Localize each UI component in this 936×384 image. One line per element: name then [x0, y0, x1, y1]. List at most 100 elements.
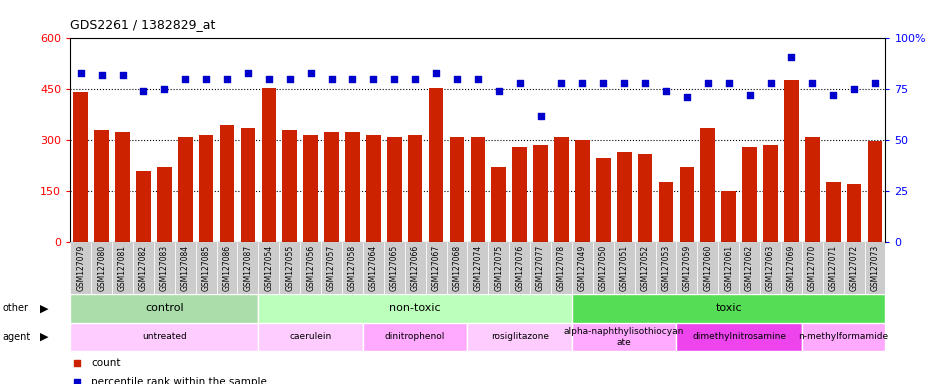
- Point: [867, 80, 882, 86]
- Bar: [759, 242, 780, 294]
- Bar: [571, 294, 885, 323]
- Point: [533, 113, 548, 119]
- Point: [407, 76, 422, 82]
- Point: [512, 80, 527, 86]
- Bar: [575, 140, 589, 242]
- Bar: [842, 242, 864, 294]
- Bar: [321, 242, 342, 294]
- Bar: [490, 167, 505, 242]
- Bar: [676, 323, 801, 351]
- Text: count: count: [91, 358, 121, 368]
- Point: [344, 76, 359, 82]
- Point: [721, 80, 736, 86]
- Text: dinitrophenol: dinitrophenol: [385, 333, 445, 341]
- Bar: [112, 242, 133, 294]
- Bar: [592, 242, 613, 294]
- Text: GSM127076: GSM127076: [515, 245, 523, 291]
- Text: GSM127067: GSM127067: [431, 245, 440, 291]
- Bar: [676, 242, 696, 294]
- Text: GSM127054: GSM127054: [264, 245, 273, 291]
- Bar: [324, 132, 339, 242]
- Bar: [637, 154, 651, 242]
- Text: control: control: [145, 303, 183, 313]
- Text: GSM127072: GSM127072: [849, 245, 857, 291]
- Point: [846, 86, 861, 93]
- Bar: [91, 242, 112, 294]
- Text: non-toxic: non-toxic: [389, 303, 441, 313]
- Text: GSM127059: GSM127059: [681, 245, 691, 291]
- Bar: [508, 242, 530, 294]
- Text: GSM127050: GSM127050: [598, 245, 607, 291]
- Bar: [553, 137, 568, 242]
- Bar: [362, 242, 384, 294]
- Bar: [362, 323, 467, 351]
- Point: [490, 88, 505, 94]
- Bar: [762, 145, 777, 242]
- Bar: [739, 242, 759, 294]
- Point: [636, 80, 651, 86]
- Point: [449, 76, 464, 82]
- Text: GSM127058: GSM127058: [347, 245, 357, 291]
- Text: dimethylnitrosamine: dimethylnitrosamine: [692, 333, 785, 341]
- Text: GSM127073: GSM127073: [870, 245, 879, 291]
- Bar: [634, 242, 655, 294]
- Bar: [115, 132, 130, 242]
- Bar: [154, 242, 175, 294]
- Point: [658, 88, 673, 94]
- Bar: [303, 135, 317, 242]
- Point: [575, 80, 590, 86]
- Text: agent: agent: [3, 332, 31, 342]
- Point: [387, 76, 402, 82]
- Bar: [70, 242, 91, 294]
- Text: percentile rank within the sample: percentile rank within the sample: [91, 377, 267, 384]
- Text: GSM127071: GSM127071: [827, 245, 837, 291]
- Text: GSM127080: GSM127080: [97, 245, 106, 291]
- Bar: [216, 242, 237, 294]
- Bar: [133, 242, 154, 294]
- Text: GSM127068: GSM127068: [452, 245, 461, 291]
- Bar: [178, 137, 192, 242]
- Text: GSM127065: GSM127065: [389, 245, 399, 291]
- Point: [94, 72, 109, 78]
- Bar: [718, 242, 739, 294]
- Text: GSM127077: GSM127077: [535, 245, 545, 291]
- Text: GSM127079: GSM127079: [76, 245, 85, 291]
- Point: [156, 86, 171, 93]
- Point: [365, 76, 380, 82]
- Bar: [70, 294, 258, 323]
- Bar: [696, 242, 718, 294]
- Point: [115, 72, 130, 78]
- Point: [303, 70, 318, 76]
- Text: GSM127061: GSM127061: [724, 245, 732, 291]
- Bar: [658, 182, 673, 242]
- Bar: [783, 80, 797, 242]
- Text: GSM127083: GSM127083: [160, 245, 168, 291]
- Point: [553, 80, 568, 86]
- Text: GSM127084: GSM127084: [181, 245, 189, 291]
- Bar: [533, 145, 548, 242]
- Text: GSM127086: GSM127086: [223, 245, 231, 291]
- Bar: [196, 242, 216, 294]
- Text: GSM127062: GSM127062: [744, 245, 753, 291]
- Text: GSM127069: GSM127069: [786, 245, 795, 291]
- Bar: [467, 242, 488, 294]
- Bar: [387, 137, 402, 242]
- Bar: [467, 323, 571, 351]
- Point: [783, 54, 798, 60]
- Point: [470, 76, 485, 82]
- Text: GSM127066: GSM127066: [410, 245, 419, 291]
- Point: [762, 80, 777, 86]
- Bar: [258, 294, 571, 323]
- Text: rosiglitazone: rosiglitazone: [490, 333, 548, 341]
- Text: GSM127057: GSM127057: [327, 245, 336, 291]
- Bar: [741, 147, 756, 242]
- Point: [825, 92, 840, 98]
- Text: toxic: toxic: [714, 303, 741, 313]
- Point: [595, 80, 610, 86]
- Text: GSM127055: GSM127055: [285, 245, 294, 291]
- Text: GSM127052: GSM127052: [640, 245, 649, 291]
- Point: [198, 76, 213, 82]
- Text: untreated: untreated: [142, 333, 186, 341]
- Text: n-methylformamide: n-methylformamide: [797, 333, 887, 341]
- Text: GSM127078: GSM127078: [556, 245, 565, 291]
